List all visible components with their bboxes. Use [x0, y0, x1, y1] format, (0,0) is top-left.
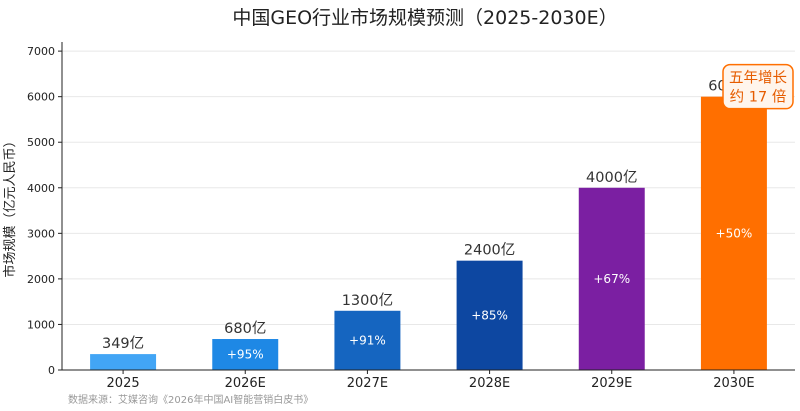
- x-tick-label: 2025: [107, 376, 140, 391]
- source-note: 数据来源：艾媒咨询《2026年中国AI智能营销白皮书》: [68, 393, 313, 406]
- x-tick-label: 2030E: [713, 376, 754, 391]
- y-axis-ticks: 0 1000 2000 3000 4000 5000 6000 7000: [27, 45, 62, 377]
- bar: [456, 260, 523, 370]
- y-tick-label: 2000: [27, 273, 55, 286]
- bar-value-label: 2400亿: [464, 242, 515, 259]
- callout-box: [722, 63, 794, 110]
- x-tick-label: 2026E: [225, 376, 266, 391]
- x-tick-label: 2029E: [591, 376, 632, 391]
- bar-value-label: 4000亿: [586, 169, 637, 186]
- bar: [90, 354, 157, 370]
- y-tick-label: 6000: [27, 91, 55, 104]
- bar: [212, 339, 279, 370]
- growth-callout: 五年增长 约 17 倍: [722, 63, 794, 110]
- bar-value-label: 680亿: [224, 320, 266, 337]
- bars: 349亿680亿+95%1300亿+91%2400亿+85%4000亿+67%6…: [90, 78, 767, 371]
- bar-value-label: 349亿: [102, 335, 144, 352]
- callout-line-2: 约 17 倍: [730, 89, 787, 106]
- callout-line-1: 五年增长: [729, 70, 787, 87]
- growth-rate-label: +67%: [593, 272, 630, 286]
- x-axis-ticks: 2025 2026E 2027E 2028E 2029E 2030E: [107, 370, 755, 391]
- growth-rate-label: +91%: [349, 333, 386, 347]
- chart-title: 中国GEO行业市场规模预测（2025-2030E）: [232, 7, 617, 29]
- y-tick-label: 7000: [27, 45, 55, 58]
- y-tick-label: 1000: [27, 318, 55, 331]
- bar: [700, 96, 767, 371]
- growth-rate-label: +95%: [227, 348, 264, 362]
- y-tick-label: 5000: [27, 136, 55, 149]
- bar: [578, 187, 645, 370]
- bar: [334, 310, 401, 370]
- x-tick-label: 2027E: [347, 376, 388, 391]
- y-axis-label: 市场规模（亿元人民币）: [2, 134, 18, 277]
- y-tick-label: 4000: [27, 182, 55, 195]
- growth-rate-label: +85%: [471, 308, 508, 322]
- growth-rate-label: +50%: [716, 226, 753, 240]
- bar-value-label: 1300亿: [342, 292, 393, 309]
- x-tick-label: 2028E: [469, 376, 510, 391]
- grid-lines: [62, 50, 795, 325]
- y-tick-label: 3000: [27, 227, 55, 240]
- y-tick-label: 0: [48, 364, 55, 377]
